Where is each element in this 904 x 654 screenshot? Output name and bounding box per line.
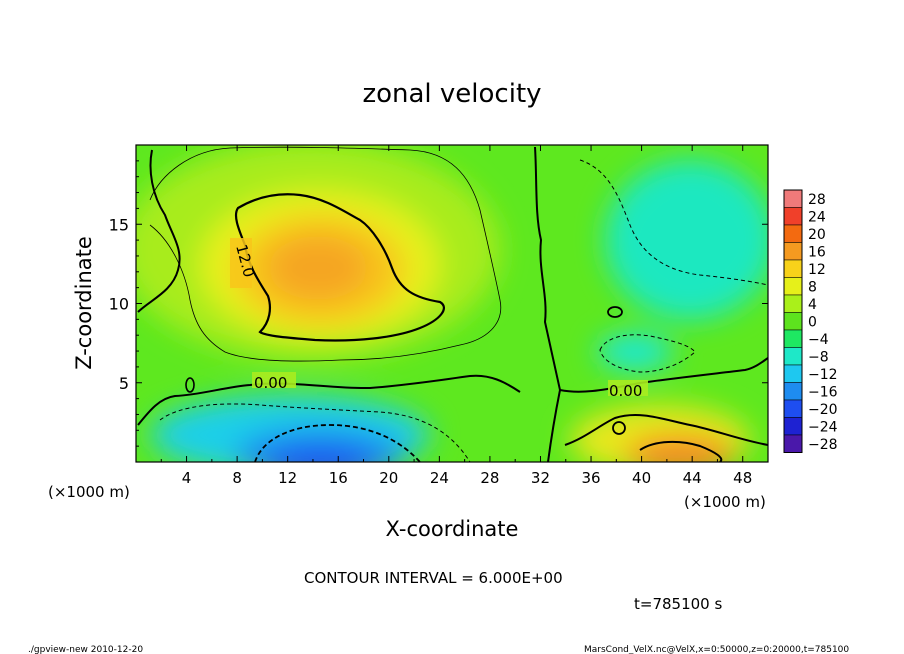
colorbar-swatch bbox=[783, 312, 803, 331]
colorbar-swatch bbox=[783, 364, 803, 383]
colorbar-label: −16 bbox=[808, 384, 838, 400]
y-tick-label: 10 bbox=[109, 295, 129, 314]
x-tick-label: 44 bbox=[683, 469, 702, 487]
colorbar-swatch bbox=[783, 347, 803, 366]
contour-small-loop-1 bbox=[607, 306, 623, 318]
contour-neg6-upper-right bbox=[579, 159, 768, 286]
colorbar-swatch bbox=[783, 242, 803, 261]
contour-0-vertical bbox=[534, 146, 562, 462]
region-upper-right-cyan bbox=[605, 160, 768, 320]
chart-title: zonal velocity bbox=[362, 79, 541, 109]
contour-12 bbox=[234, 193, 445, 342]
plot-area: 12.0 0.00 0.00 bbox=[136, 145, 768, 462]
contour-0-right bbox=[559, 357, 768, 393]
colorbar-label: 0 bbox=[808, 314, 817, 330]
colorbar-swatch bbox=[783, 277, 803, 296]
colorbar-swatch bbox=[783, 294, 803, 313]
y-tick-label: 5 bbox=[119, 374, 129, 393]
colorbar-swatch bbox=[783, 329, 803, 348]
colorbar-label: −8 bbox=[808, 349, 829, 365]
contour-neg6-cyan bbox=[159, 403, 471, 462]
x-unit-right: (×1000 m) bbox=[684, 493, 766, 511]
colorbar-swatch bbox=[783, 224, 803, 243]
colorbar-label: −12 bbox=[808, 367, 838, 383]
x-axis-label: X-coordinate bbox=[386, 517, 519, 541]
contour-neg6-bottom bbox=[254, 424, 421, 462]
y-axis: 5 10 15 bbox=[109, 160, 768, 447]
colorbar-label: 16 bbox=[808, 244, 826, 260]
time-label: t=785100 s bbox=[634, 595, 722, 613]
colorbar-label: −28 bbox=[808, 437, 838, 453]
contour-small-loop-2 bbox=[612, 421, 626, 435]
region-mid-right-cyan bbox=[597, 334, 673, 370]
colorbar-label: 12 bbox=[808, 262, 826, 278]
footer-right: MarsCond_VelX.nc@VelX,x=0:50000,z=0:2000… bbox=[584, 645, 849, 654]
colorbar-label: −20 bbox=[808, 402, 838, 418]
contour-0-middle bbox=[137, 374, 521, 426]
x-tick-label: 4 bbox=[182, 469, 192, 487]
x-tick-label: 16 bbox=[329, 469, 348, 487]
contour-interval: CONTOUR INTERVAL = 6.000E+00 bbox=[304, 569, 563, 587]
colorbar-swatch bbox=[783, 259, 803, 278]
colorbar-swatch bbox=[783, 382, 803, 401]
x-tick-label: 8 bbox=[232, 469, 242, 487]
contour-lines bbox=[137, 146, 768, 462]
colorbar-swatch bbox=[783, 189, 803, 208]
colorbar-label: 8 bbox=[808, 279, 817, 295]
region-bottom-deep-blue bbox=[265, 447, 375, 462]
colorbar-frame bbox=[783, 189, 803, 453]
colorbar-label: 4 bbox=[808, 297, 817, 313]
contour-label-0-right: 0.00 bbox=[609, 382, 642, 400]
colorbar-swatch bbox=[783, 417, 803, 436]
region-max-orange bbox=[268, 236, 368, 300]
contour-12-bottom-right bbox=[639, 440, 723, 462]
colorbar-swatch bbox=[783, 434, 803, 453]
contour-small-loop-3 bbox=[185, 377, 195, 393]
colorbar-label: 24 bbox=[808, 209, 826, 225]
contour-label-group: 12.0 0.00 0.00 bbox=[230, 238, 648, 400]
region-bottom-right-orange bbox=[625, 435, 735, 462]
contour-0-bottom-right bbox=[564, 414, 768, 446]
x-tick-label: 20 bbox=[379, 469, 398, 487]
x-tick-label: 48 bbox=[733, 469, 752, 487]
colorbar-swatch bbox=[783, 399, 803, 418]
footer-left: ./gpview-new 2010-12-20 bbox=[28, 645, 143, 654]
x-tick-label: 12 bbox=[278, 469, 297, 487]
colorbar-swatch bbox=[783, 207, 803, 226]
x-tick-label: 40 bbox=[632, 469, 651, 487]
contour-6-upper bbox=[149, 146, 502, 362]
colorbar-label: 20 bbox=[808, 227, 826, 243]
y-axis-label: Z-coordinate bbox=[72, 236, 96, 370]
x-tick-label: 36 bbox=[581, 469, 600, 487]
contour-label-0-left: 0.00 bbox=[254, 374, 287, 392]
colorbar-label: 28 bbox=[808, 192, 826, 208]
y-tick-label: 15 bbox=[109, 215, 129, 234]
x-tick-label: 24 bbox=[430, 469, 449, 487]
colorbar-label: −4 bbox=[808, 332, 829, 348]
x-unit-left: (×1000 m) bbox=[48, 483, 130, 501]
contour-0-left bbox=[137, 149, 181, 313]
colorbar-label: −24 bbox=[808, 419, 838, 435]
x-tick-label: 32 bbox=[531, 469, 550, 487]
x-tick-label: 28 bbox=[480, 469, 499, 487]
x-axis: 4 8 12 16 20 24 28 32 36 40 44 48 bbox=[160, 145, 752, 487]
